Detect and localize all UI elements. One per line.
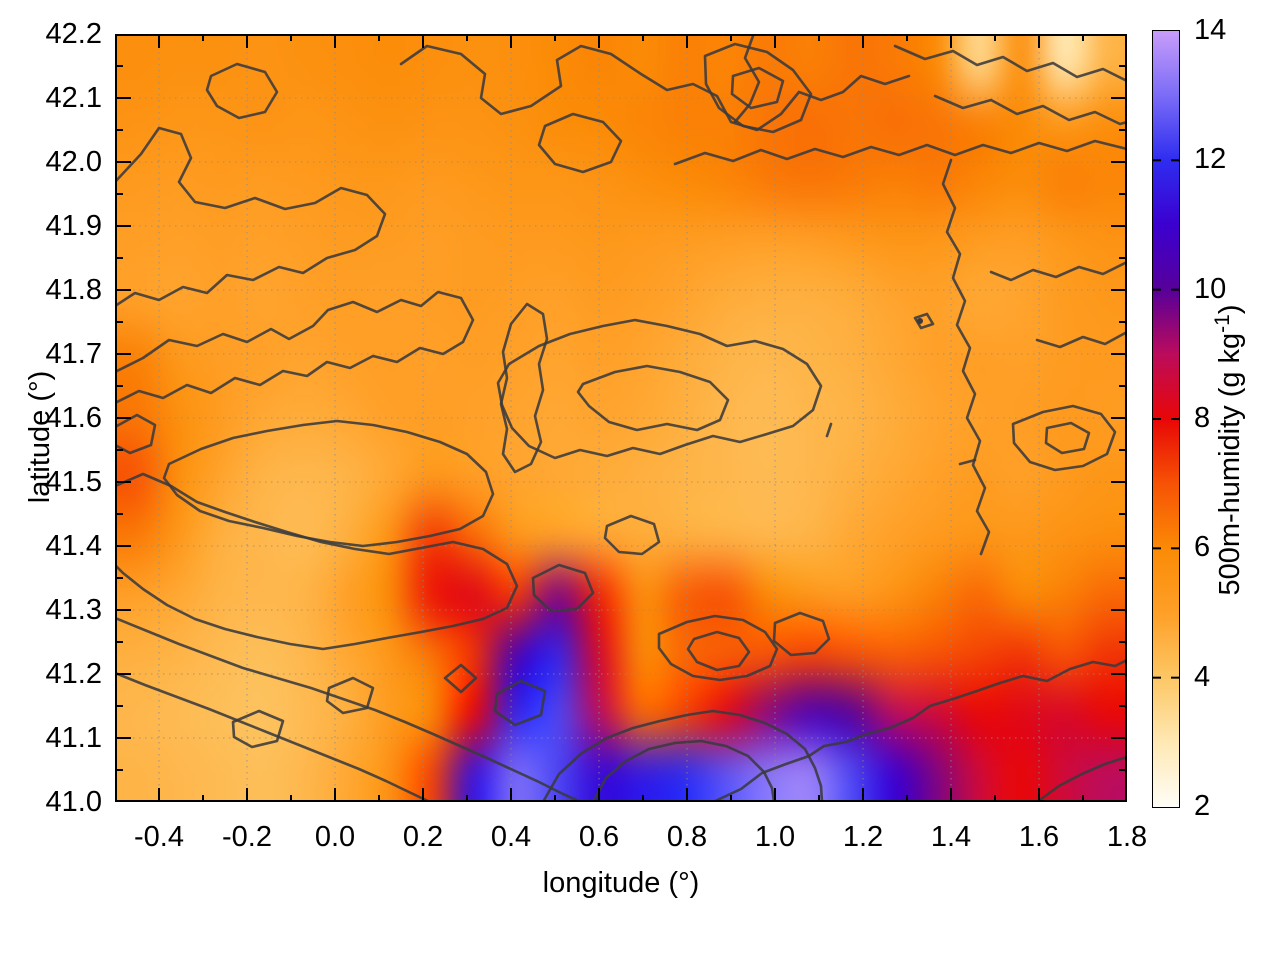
colorbar-tick-label: 14 bbox=[1194, 14, 1227, 46]
axis-ticks bbox=[115, 34, 1127, 802]
colorbar-tick-label: 4 bbox=[1194, 660, 1211, 693]
y-tick-label: 41.9 bbox=[45, 210, 102, 242]
x-tick-label: 1.0 bbox=[754, 821, 796, 853]
grid-lines bbox=[115, 34, 1127, 802]
y-tick-label: 41.2 bbox=[45, 658, 102, 690]
plot-border bbox=[115, 34, 1127, 802]
x-tick-label: 0.8 bbox=[666, 821, 708, 853]
y-tick-label: 42.2 bbox=[45, 18, 102, 50]
x-axis-label: longitude (°) bbox=[542, 867, 700, 899]
y-tick-label: 41.6 bbox=[45, 402, 102, 434]
y-tick-label: 41.0 bbox=[45, 786, 102, 818]
tiny-contour-dot bbox=[917, 318, 923, 324]
y-tick-label: 41.3 bbox=[45, 594, 102, 626]
colorbar-tick-label: 8 bbox=[1194, 402, 1211, 434]
colorbar-tick-label: 10 bbox=[1194, 272, 1227, 305]
x-tick-label: 1.6 bbox=[1018, 821, 1060, 853]
plot-overlay bbox=[115, 34, 1127, 802]
x-tick-label: 1.4 bbox=[930, 821, 972, 853]
x-tick-label: 0.0 bbox=[314, 821, 356, 853]
y-tick-label: 41.1 bbox=[45, 722, 102, 754]
y-tick-label: 41.7 bbox=[45, 338, 102, 370]
colorbar-label-close: ) bbox=[1214, 304, 1246, 315]
contour-lines bbox=[115, 34, 1127, 802]
colorbar-tick-label: 2 bbox=[1194, 790, 1211, 822]
y-tick-label: 41.5 bbox=[45, 466, 102, 498]
x-tick-label: -0.2 bbox=[222, 821, 272, 853]
x-tick-label: 1.2 bbox=[842, 821, 884, 853]
y-tick-label: 42.1 bbox=[45, 82, 102, 114]
y-tick-label: 41.8 bbox=[45, 274, 102, 306]
y-tick-label: 42.0 bbox=[45, 146, 102, 178]
colorbar-tick-label: 12 bbox=[1194, 143, 1227, 176]
colorbar-tick-label: 6 bbox=[1194, 531, 1211, 564]
x-tick-label: 0.6 bbox=[578, 821, 620, 853]
colorbar-label-superscript: -1 bbox=[1211, 314, 1234, 333]
x-tick-label: 1.8 bbox=[1106, 821, 1148, 853]
heatmap-plot bbox=[115, 34, 1127, 802]
x-tick-label: 0.2 bbox=[402, 821, 444, 853]
y-tick-label: 41.4 bbox=[45, 530, 102, 562]
x-tick-label: -0.4 bbox=[134, 821, 184, 853]
colorbar-ticks bbox=[1153, 159, 1179, 679]
x-tick-label: 0.4 bbox=[490, 821, 532, 853]
